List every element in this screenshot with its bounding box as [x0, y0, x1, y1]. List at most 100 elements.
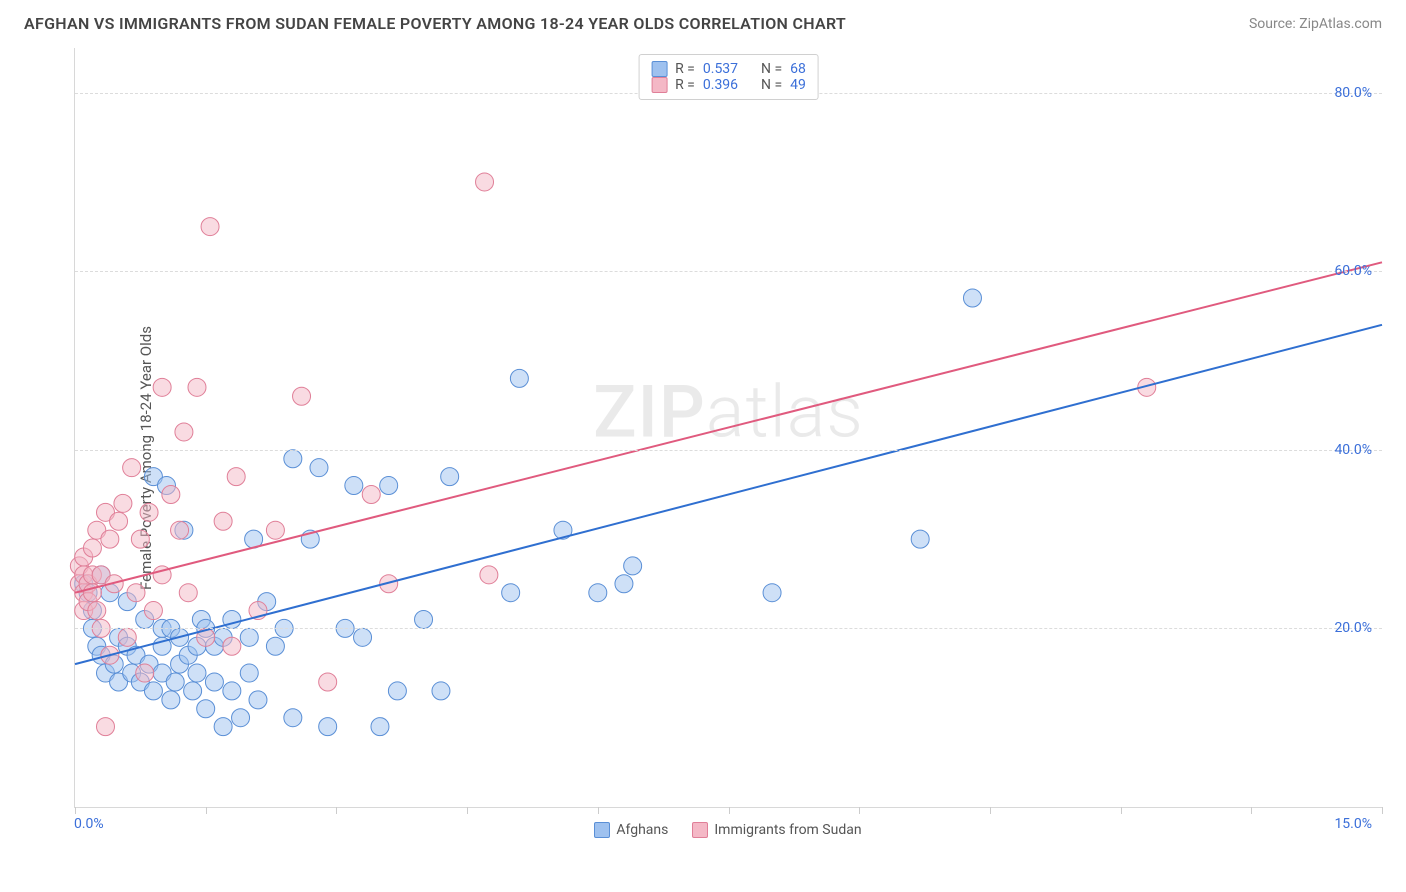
data-point: [127, 584, 145, 602]
x-tick: [990, 807, 991, 814]
gridline: [75, 450, 1382, 451]
data-point: [266, 521, 284, 539]
data-point: [319, 673, 337, 691]
data-point: [153, 378, 171, 396]
data-point: [144, 602, 162, 620]
data-point: [388, 682, 406, 700]
trend-line: [75, 325, 1382, 664]
data-point: [284, 450, 302, 468]
x-tick: [336, 807, 337, 814]
y-tick-label: 40.0%: [1334, 442, 1372, 458]
data-point: [197, 700, 215, 718]
x-tick: [729, 807, 730, 814]
n-value-afghans: 68: [790, 61, 806, 77]
data-point: [615, 575, 633, 593]
data-point: [101, 530, 119, 548]
data-point: [415, 610, 433, 628]
y-tick-label: 80.0%: [1334, 85, 1372, 101]
data-point: [96, 718, 114, 736]
data-point: [179, 584, 197, 602]
scatter-svg: [75, 48, 1382, 807]
data-point: [205, 673, 223, 691]
data-point: [480, 566, 498, 584]
n-value-sudan: 49: [790, 77, 806, 93]
gridline: [75, 628, 1382, 629]
data-point: [184, 682, 202, 700]
correlation-legend: R = 0.537 N = 68 R = 0.396 N = 49: [638, 54, 819, 100]
x-tick: [859, 807, 860, 814]
x-tick: [1121, 807, 1122, 814]
x-tick: [206, 807, 207, 814]
data-point: [476, 173, 494, 191]
data-point: [223, 637, 241, 655]
x-tick: [1382, 807, 1383, 814]
data-point: [175, 423, 193, 441]
data-point: [214, 512, 232, 530]
legend-item-afghans: Afghans: [594, 822, 668, 838]
swatch-sudan: [651, 77, 667, 93]
data-point: [240, 664, 258, 682]
data-point: [763, 584, 781, 602]
data-point: [227, 468, 245, 486]
data-point: [162, 485, 180, 503]
data-point: [502, 584, 520, 602]
chart-source: Source: ZipAtlas.com: [1249, 16, 1382, 32]
legend-item-sudan: Immigrants from Sudan: [692, 822, 861, 838]
data-point: [345, 477, 363, 495]
data-point: [362, 485, 380, 503]
y-tick-label: 60.0%: [1334, 263, 1372, 279]
data-point: [963, 289, 981, 307]
data-point: [266, 637, 284, 655]
data-point: [911, 530, 929, 548]
data-point: [624, 557, 642, 575]
data-point: [136, 664, 154, 682]
chart-title: AFGHAN VS IMMIGRANTS FROM SUDAN FEMALE P…: [24, 14, 846, 33]
data-point: [131, 530, 149, 548]
data-point: [171, 521, 189, 539]
data-point: [118, 628, 136, 646]
data-point: [240, 628, 258, 646]
data-point: [144, 682, 162, 700]
data-point: [310, 459, 328, 477]
data-point: [441, 468, 459, 486]
data-point: [510, 369, 528, 387]
r-value-sudan: 0.396: [703, 77, 738, 93]
r-value-afghans: 0.537: [703, 61, 738, 77]
data-point: [354, 628, 372, 646]
x-tick: [75, 807, 76, 814]
data-point: [188, 664, 206, 682]
data-point: [589, 584, 607, 602]
chart-header: AFGHAN VS IMMIGRANTS FROM SUDAN FEMALE P…: [0, 0, 1406, 43]
data-point: [166, 673, 184, 691]
data-point: [232, 709, 250, 727]
data-point: [249, 691, 267, 709]
data-point: [293, 387, 311, 405]
legend-row-afghans: R = 0.537 N = 68: [651, 61, 806, 77]
data-point: [110, 512, 128, 530]
chart-container: Female Poverty Among 18-24 Year Olds R =…: [24, 48, 1382, 868]
data-point: [83, 539, 101, 557]
data-point: [214, 718, 232, 736]
series-legend: Afghans Immigrants from Sudan: [74, 822, 1382, 838]
plot-area: R = 0.537 N = 68 R = 0.396 N = 49 ZIPatl…: [74, 48, 1382, 808]
swatch-afghans: [651, 61, 667, 77]
data-point: [88, 602, 106, 620]
data-point: [380, 477, 398, 495]
data-point: [123, 459, 141, 477]
data-point: [284, 709, 302, 727]
trend-line: [75, 262, 1382, 592]
data-point: [371, 718, 389, 736]
x-tick: [467, 807, 468, 814]
gridline: [75, 271, 1382, 272]
legend-row-sudan: R = 0.396 N = 49: [651, 77, 806, 93]
data-point: [114, 494, 132, 512]
x-tick: [1251, 807, 1252, 814]
data-point: [162, 691, 180, 709]
swatch-afghans-bottom: [594, 822, 610, 838]
data-point: [223, 682, 241, 700]
data-point: [188, 378, 206, 396]
y-tick-label: 20.0%: [1334, 620, 1372, 636]
data-point: [432, 682, 450, 700]
data-point: [319, 718, 337, 736]
data-point: [140, 503, 158, 521]
